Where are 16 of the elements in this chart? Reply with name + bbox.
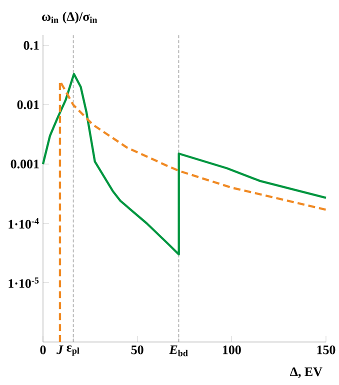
x-tick-label: 100 xyxy=(222,346,241,354)
x-tick-label: J xyxy=(56,346,64,354)
y-tick-label: 1·10$^{-4}$ xyxy=(8,218,39,229)
y-tick-label: 0.001 xyxy=(10,160,39,168)
y-axis-title: ω$_{in}$ (Δ)/σ$_{in}$ xyxy=(42,12,98,24)
x-tick-label: ε$_{pl}$ xyxy=(66,346,80,356)
line-series xyxy=(58,80,328,344)
y-tick-label: 0.01 xyxy=(17,100,39,110)
x-tick-label: E$_{bd}$ xyxy=(169,346,188,356)
line-series xyxy=(42,72,328,256)
x-tick-label: 0 xyxy=(40,346,46,354)
y-tick-label: 1·10$^{-5}$ xyxy=(8,277,39,288)
x-tick-label: 150 xyxy=(317,346,336,354)
x-axis-title: Δ, EV xyxy=(290,367,322,378)
x-tick-label: 50 xyxy=(131,346,144,354)
y-tick-label: 0.1 xyxy=(24,41,39,50)
